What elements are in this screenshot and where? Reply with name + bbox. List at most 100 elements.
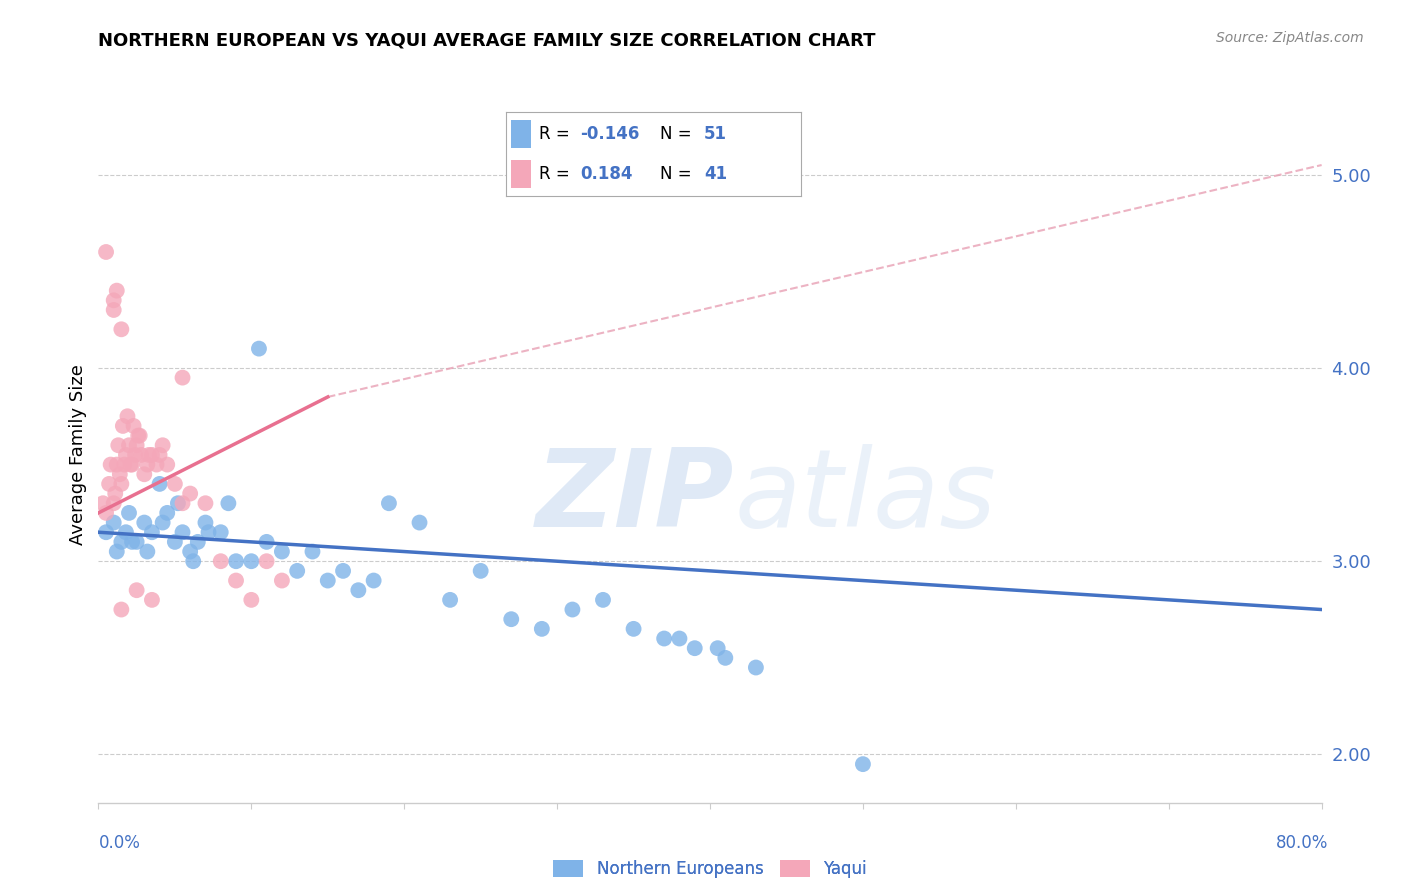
Point <box>111 419 134 434</box>
Text: 0.184: 0.184 <box>579 165 633 183</box>
Point <box>98 476 121 491</box>
Bar <box>510 120 531 147</box>
Point <box>105 544 128 558</box>
Point <box>156 506 179 520</box>
Point <box>152 516 174 530</box>
Point <box>316 574 339 588</box>
Point <box>187 534 209 549</box>
Point <box>683 641 706 656</box>
Y-axis label: Average Family Size: Average Family Size <box>69 365 87 545</box>
Bar <box>510 161 531 188</box>
Point <box>110 476 132 491</box>
Point <box>408 516 430 530</box>
Point <box>120 458 142 472</box>
Point <box>561 602 583 616</box>
Point <box>217 496 239 510</box>
Point <box>103 293 125 308</box>
Point <box>124 448 146 462</box>
Point <box>240 593 263 607</box>
Point <box>145 458 167 472</box>
Point <box>623 622 645 636</box>
Point <box>652 632 675 646</box>
Point <box>225 554 247 568</box>
Point <box>149 476 172 491</box>
Point <box>138 448 160 462</box>
Point <box>94 506 117 520</box>
Point <box>125 438 148 452</box>
Point <box>197 525 219 540</box>
Point <box>121 458 143 472</box>
Point <box>110 534 132 549</box>
Point <box>141 525 163 540</box>
Point <box>141 448 163 462</box>
Point <box>163 534 186 549</box>
Point <box>270 544 294 558</box>
Text: atlas: atlas <box>734 444 997 549</box>
Point <box>301 544 323 558</box>
Text: 41: 41 <box>704 165 727 183</box>
Text: 51: 51 <box>704 125 727 143</box>
Point <box>108 467 131 482</box>
Text: N =: N = <box>659 125 696 143</box>
Point <box>209 554 232 568</box>
Point <box>530 622 553 636</box>
Point <box>118 506 141 520</box>
Point <box>179 544 201 558</box>
Point <box>136 458 159 472</box>
Point <box>501 612 523 626</box>
Point <box>149 448 172 462</box>
Point <box>105 458 128 472</box>
Point <box>181 554 204 568</box>
Point <box>347 583 370 598</box>
Point <box>115 525 138 540</box>
Point <box>247 342 270 356</box>
Point <box>107 438 129 452</box>
Point <box>110 602 132 616</box>
Text: -0.146: -0.146 <box>579 125 640 143</box>
Point <box>172 496 194 510</box>
Point <box>125 534 148 549</box>
Point <box>714 651 737 665</box>
Text: 0.0%: 0.0% <box>98 834 141 852</box>
Text: Source: ZipAtlas.com: Source: ZipAtlas.com <box>1216 31 1364 45</box>
Point <box>103 496 125 510</box>
Point <box>103 303 125 318</box>
Point <box>172 525 194 540</box>
Point <box>167 496 190 510</box>
Point <box>128 428 150 442</box>
Text: 80.0%: 80.0% <box>1277 834 1329 852</box>
Point <box>209 525 232 540</box>
Point <box>117 409 139 424</box>
Point <box>179 486 201 500</box>
Point <box>136 544 159 558</box>
Point <box>112 458 135 472</box>
Point <box>225 574 247 588</box>
Point <box>110 322 132 336</box>
Point <box>127 428 149 442</box>
Point <box>256 554 278 568</box>
Point <box>100 458 122 472</box>
Point <box>105 284 128 298</box>
Point <box>141 593 163 607</box>
Text: ZIP: ZIP <box>536 443 734 549</box>
Point <box>129 448 152 462</box>
Point <box>378 496 401 510</box>
Point <box>332 564 354 578</box>
Point <box>194 496 217 510</box>
Point <box>104 486 127 500</box>
Point <box>706 641 728 656</box>
Point <box>256 534 278 549</box>
Point <box>470 564 492 578</box>
Point <box>134 516 156 530</box>
Point <box>121 534 143 549</box>
Point <box>156 458 179 472</box>
Point <box>134 467 156 482</box>
Point <box>152 438 174 452</box>
Text: NORTHERN EUROPEAN VS YAQUI AVERAGE FAMILY SIZE CORRELATION CHART: NORTHERN EUROPEAN VS YAQUI AVERAGE FAMIL… <box>98 31 876 49</box>
Point <box>270 574 294 588</box>
Point <box>745 660 768 674</box>
Point <box>94 244 117 259</box>
Legend: Northern Europeans, Yaqui: Northern Europeans, Yaqui <box>547 854 873 885</box>
Point <box>91 496 114 510</box>
Point <box>439 593 461 607</box>
